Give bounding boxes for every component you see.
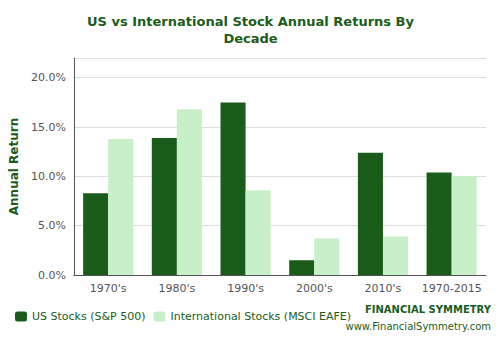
svg-text:10.0%: 10.0% xyxy=(31,170,66,183)
svg-text:2010's: 2010's xyxy=(365,282,402,295)
svg-text:20.0%: 20.0% xyxy=(31,71,66,84)
svg-text:Annual Return: Annual Return xyxy=(7,118,21,215)
svg-text:1970-2015: 1970-2015 xyxy=(422,282,482,295)
svg-text:Decade: Decade xyxy=(223,31,277,46)
svg-text:1990's: 1990's xyxy=(227,282,264,295)
svg-text:1980's: 1980's xyxy=(159,282,196,295)
svg-text:www.FinancialSymmetry.com: www.FinancialSymmetry.com xyxy=(345,321,491,332)
svg-text:1970's: 1970's xyxy=(90,282,127,295)
svg-text:5.0%: 5.0% xyxy=(38,219,66,232)
svg-text:0.0%: 0.0% xyxy=(38,269,66,282)
svg-text:FINANCIAL SYMMETRY: FINANCIAL SYMMETRY xyxy=(365,304,492,315)
svg-text:US Stocks (S&P 500): US Stocks (S&P 500) xyxy=(32,310,145,323)
svg-text:2000's: 2000's xyxy=(296,282,333,295)
svg-text:International Stocks (MSCI EAF: International Stocks (MSCI EAFE) xyxy=(170,310,351,323)
svg-text:US vs International Stock Annu: US vs International Stock Annual Returns… xyxy=(87,14,414,29)
svg-text:15.0%: 15.0% xyxy=(31,121,66,134)
